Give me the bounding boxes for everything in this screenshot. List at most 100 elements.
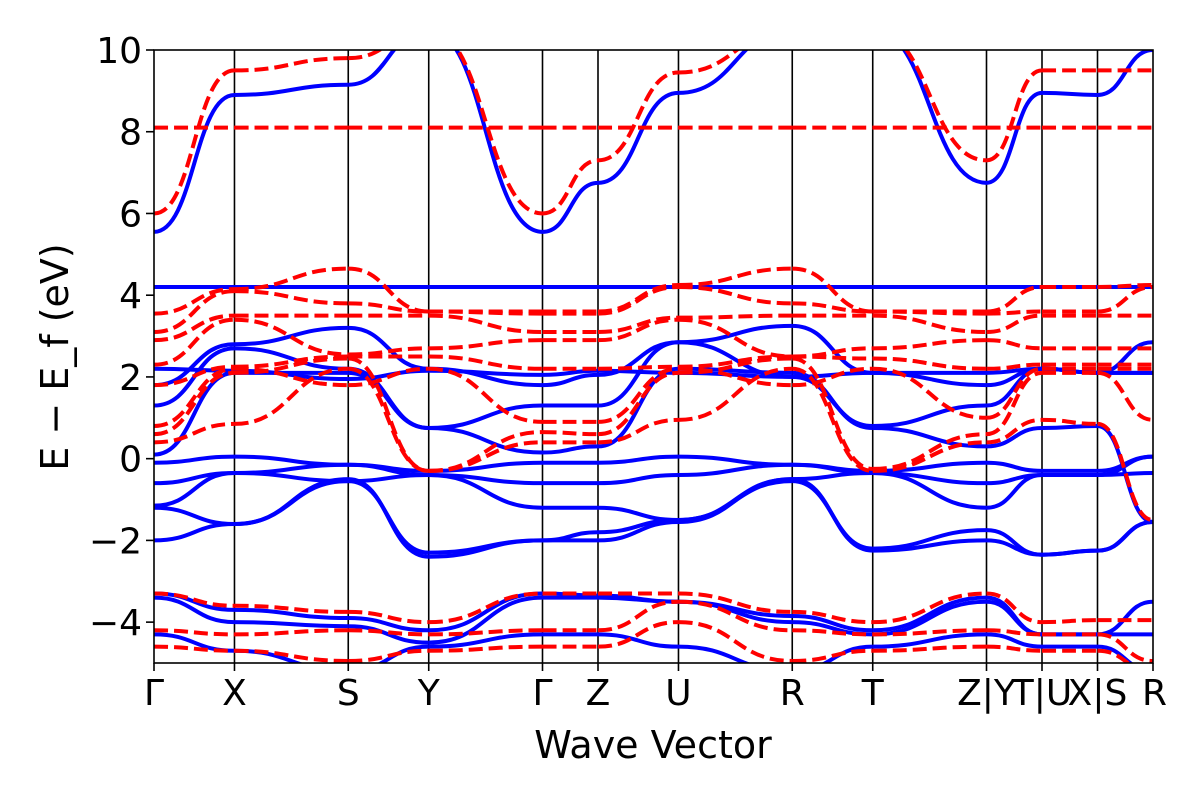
- band-line: [872, 632, 987, 649]
- band-line: [792, 614, 873, 633]
- band-line: [791, 356, 874, 471]
- band-line: [597, 368, 679, 375]
- band-line: [348, 50, 397, 87]
- band-line: [234, 454, 349, 467]
- band-line: [872, 538, 987, 553]
- band-line: [597, 454, 679, 465]
- x-tick-label: T: [861, 673, 885, 714]
- band-line: [1097, 599, 1153, 637]
- band-line: [348, 366, 429, 388]
- band-line: [348, 609, 429, 625]
- band-line: [1041, 90, 1098, 97]
- band-line: [348, 50, 384, 61]
- band-line: [234, 366, 349, 426]
- band-line: [678, 323, 793, 345]
- band-line: [872, 366, 987, 420]
- x-tick-label: U: [665, 673, 691, 714]
- band-line: [792, 366, 873, 388]
- x-tick-label: T|U: [1011, 673, 1072, 714]
- y-axis-ticks: 10 8 6 4 2 0 −2 −4: [89, 31, 154, 644]
- band-line: [348, 624, 429, 645]
- x-tick-label: Y: [417, 673, 441, 714]
- band-line: [234, 368, 349, 381]
- band-line: [986, 90, 1043, 185]
- band-line: [678, 366, 793, 422]
- band-line: [234, 56, 349, 73]
- band-line: [872, 599, 987, 637]
- band-line: [872, 356, 987, 371]
- x-tick-label: Z|Y: [957, 673, 1017, 714]
- band-line: [154, 366, 235, 428]
- y-tick-label: 10: [96, 31, 142, 72]
- band-line: [597, 364, 679, 371]
- band-lines: [154, 50, 1153, 663]
- band-line: [986, 338, 1043, 351]
- band-line: [542, 158, 599, 216]
- band-line: [986, 426, 1043, 449]
- band-line: [678, 599, 793, 633]
- band-line: [428, 460, 543, 473]
- band-line: [428, 538, 543, 555]
- band-line: [597, 317, 679, 343]
- band-line: [428, 591, 543, 625]
- band-line: [597, 417, 679, 445]
- band-line: [234, 289, 349, 306]
- band-line: [597, 90, 679, 185]
- band-line: [154, 364, 235, 388]
- band-line: [872, 440, 987, 473]
- band-line: [792, 374, 873, 428]
- band-line: [792, 609, 873, 625]
- band-line: [821, 644, 873, 663]
- band-line: [792, 266, 873, 314]
- band-line: [234, 648, 304, 663]
- band-line: [1097, 50, 1153, 97]
- band-line: [428, 354, 543, 371]
- band-line: [348, 648, 429, 663]
- plot-frame: [153, 49, 1154, 664]
- x-tick-label: Γ: [532, 673, 552, 714]
- band-line: [154, 591, 235, 608]
- band-line: [234, 346, 349, 371]
- band-line: [986, 313, 1043, 334]
- band-line: [872, 591, 987, 625]
- band-line: [428, 430, 543, 473]
- band-line: [154, 644, 235, 653]
- band-line: [154, 68, 235, 216]
- band-line: [597, 370, 679, 437]
- band-line: [542, 180, 599, 234]
- band-line: [986, 417, 1043, 445]
- band-line: [678, 266, 793, 287]
- x-tick-label: X: [222, 673, 247, 714]
- y-tick-label: 4: [119, 276, 142, 317]
- band-line: [597, 340, 679, 377]
- x-tick-label: S: [337, 673, 360, 714]
- x-tick-label: Z: [586, 673, 611, 714]
- y-tick-label: −2: [89, 521, 142, 562]
- x-tick-label: R: [780, 673, 805, 714]
- band-line: [348, 479, 429, 555]
- band-line: [678, 477, 793, 522]
- band-line: [542, 444, 599, 455]
- band-line: [1097, 520, 1153, 553]
- x-tick-label: X|S: [1068, 673, 1128, 714]
- band-line: [678, 366, 793, 375]
- band-line: [792, 479, 873, 551]
- band-line: [678, 50, 741, 75]
- band-line: [377, 644, 429, 663]
- y-tick-label: −4: [89, 603, 142, 644]
- band-line: [234, 620, 349, 629]
- band-line: [986, 628, 1043, 637]
- band-line: [1041, 423, 1098, 431]
- band-line: [986, 285, 1043, 314]
- band-line: [986, 68, 1043, 163]
- band-line: [453, 50, 543, 234]
- band-line: [872, 470, 987, 486]
- band-line: [348, 266, 429, 314]
- band-line: [986, 309, 1043, 316]
- band-line: [872, 432, 987, 471]
- band-line: [597, 366, 679, 424]
- y-tick-label: 8: [119, 113, 142, 154]
- band-line: [986, 362, 1043, 371]
- y-axis-title: E − E_f (eV): [33, 243, 77, 471]
